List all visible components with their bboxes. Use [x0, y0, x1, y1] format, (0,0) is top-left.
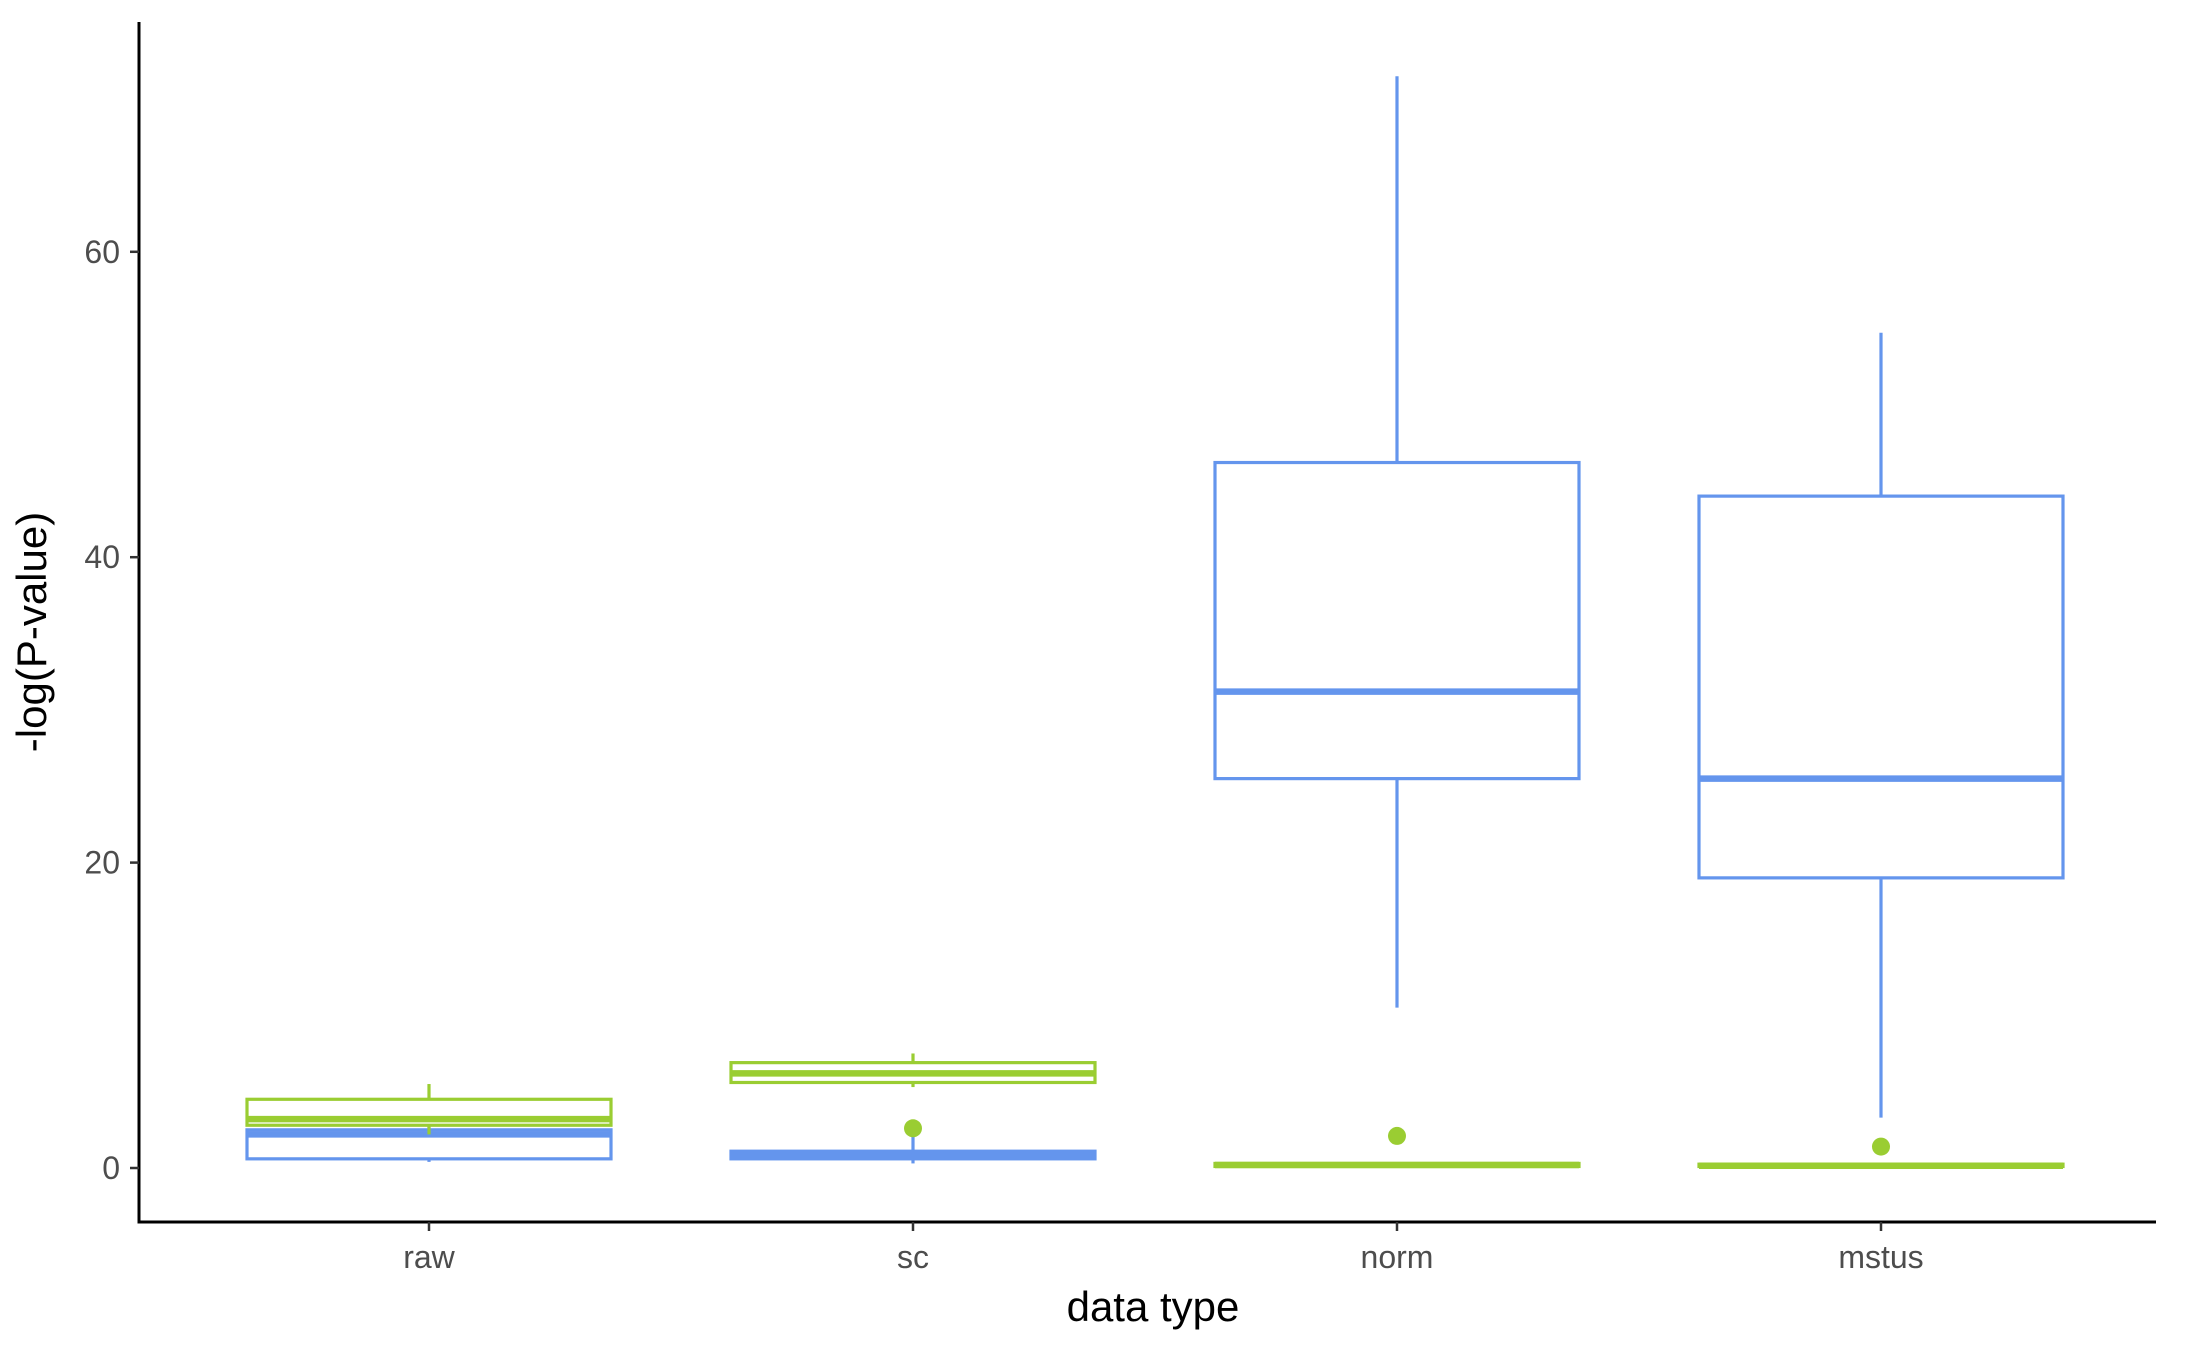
- y-tick-label: 60: [84, 234, 120, 270]
- plot-marks: [245, 76, 2065, 1169]
- outlier-point: [1872, 1137, 1890, 1156]
- box-body: [1697, 494, 2065, 880]
- box-group: [1213, 76, 1581, 1008]
- x-tick-label: mstus: [1838, 1239, 1923, 1275]
- box-group: [729, 1134, 1097, 1164]
- x-tick-label: raw: [403, 1239, 455, 1275]
- y-axis-title: -log(P-value): [8, 512, 55, 752]
- x-axis-ticks: raw sc norm mstus: [403, 1222, 1924, 1275]
- box-group: [1697, 332, 2065, 1118]
- box-group: [1213, 1126, 1581, 1169]
- box-group: [729, 1053, 1097, 1138]
- outlier-point: [904, 1119, 922, 1138]
- x-tick-label: sc: [897, 1239, 929, 1275]
- y-tick-label: 20: [84, 845, 120, 881]
- box-body: [245, 1097, 613, 1127]
- y-axis-ticks: 0 20 40 60: [84, 234, 139, 1186]
- box-group: [245, 1084, 613, 1135]
- x-tick-label: norm: [1361, 1239, 1434, 1275]
- y-tick-label: 0: [102, 1150, 120, 1186]
- y-tick-label: 40: [84, 539, 120, 575]
- outlier-point: [1388, 1126, 1406, 1145]
- box-group: [1697, 1137, 2065, 1169]
- x-axis-title: data type: [1067, 1283, 1240, 1330]
- box-body: [1213, 460, 1581, 781]
